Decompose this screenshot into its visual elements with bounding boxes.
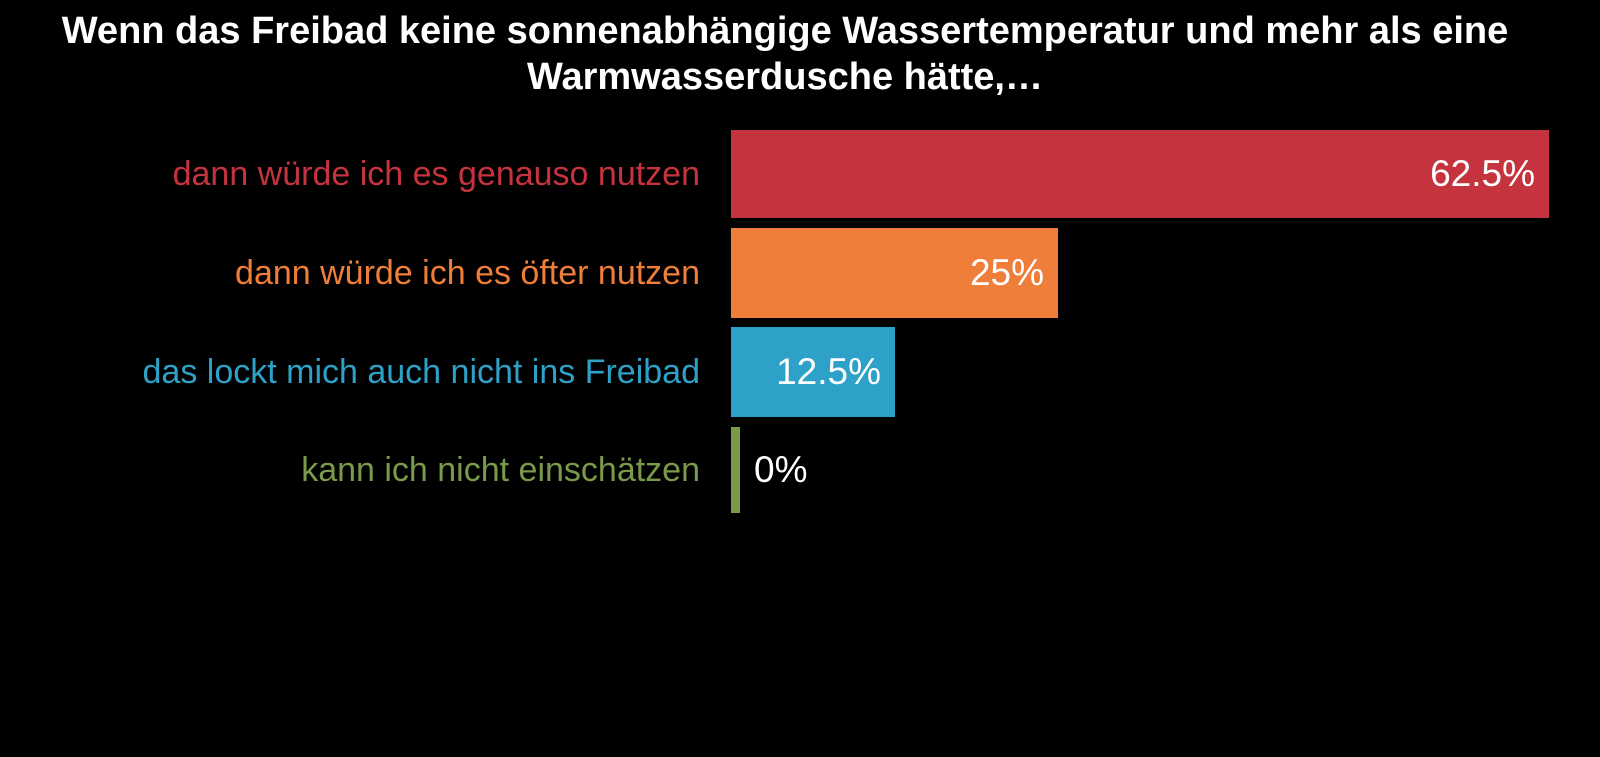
value-label: 25% [969,252,1044,293]
chart-title: Wenn das Freibad keine sonnenabhängige W… [0,8,1570,100]
bar: 25% [731,228,1058,318]
bar-row: dann würde ich es genauso nutzen 62.5% [0,130,1600,218]
category-label: dann würde ich es genauso nutzen [172,154,700,193]
chart-title-line-1: Wenn das Freibad keine sonnenabhängige W… [61,10,1509,52]
bar [731,427,740,513]
value-label: 62.5% [1430,153,1535,194]
bar-row: dann würde ich es öfter nutzen 25% [0,228,1600,318]
chart-title-line-2: Warmwasserdusche hätte,… [527,56,1043,98]
category-label: dann würde ich es öfter nutzen [235,253,700,292]
bar-row: kann ich nicht einschätzen 0% [0,427,1600,513]
value-label: 0% [754,449,808,490]
value-label: 12.5% [776,351,881,392]
bar: 12.5% [731,327,895,417]
category-label: kann ich nicht einschätzen [301,450,700,489]
bar-row: das lockt mich auch nicht ins Freibad 12… [0,327,1600,417]
category-label: das lockt mich auch nicht ins Freibad [142,352,700,391]
bar: 62.5% [731,130,1549,218]
